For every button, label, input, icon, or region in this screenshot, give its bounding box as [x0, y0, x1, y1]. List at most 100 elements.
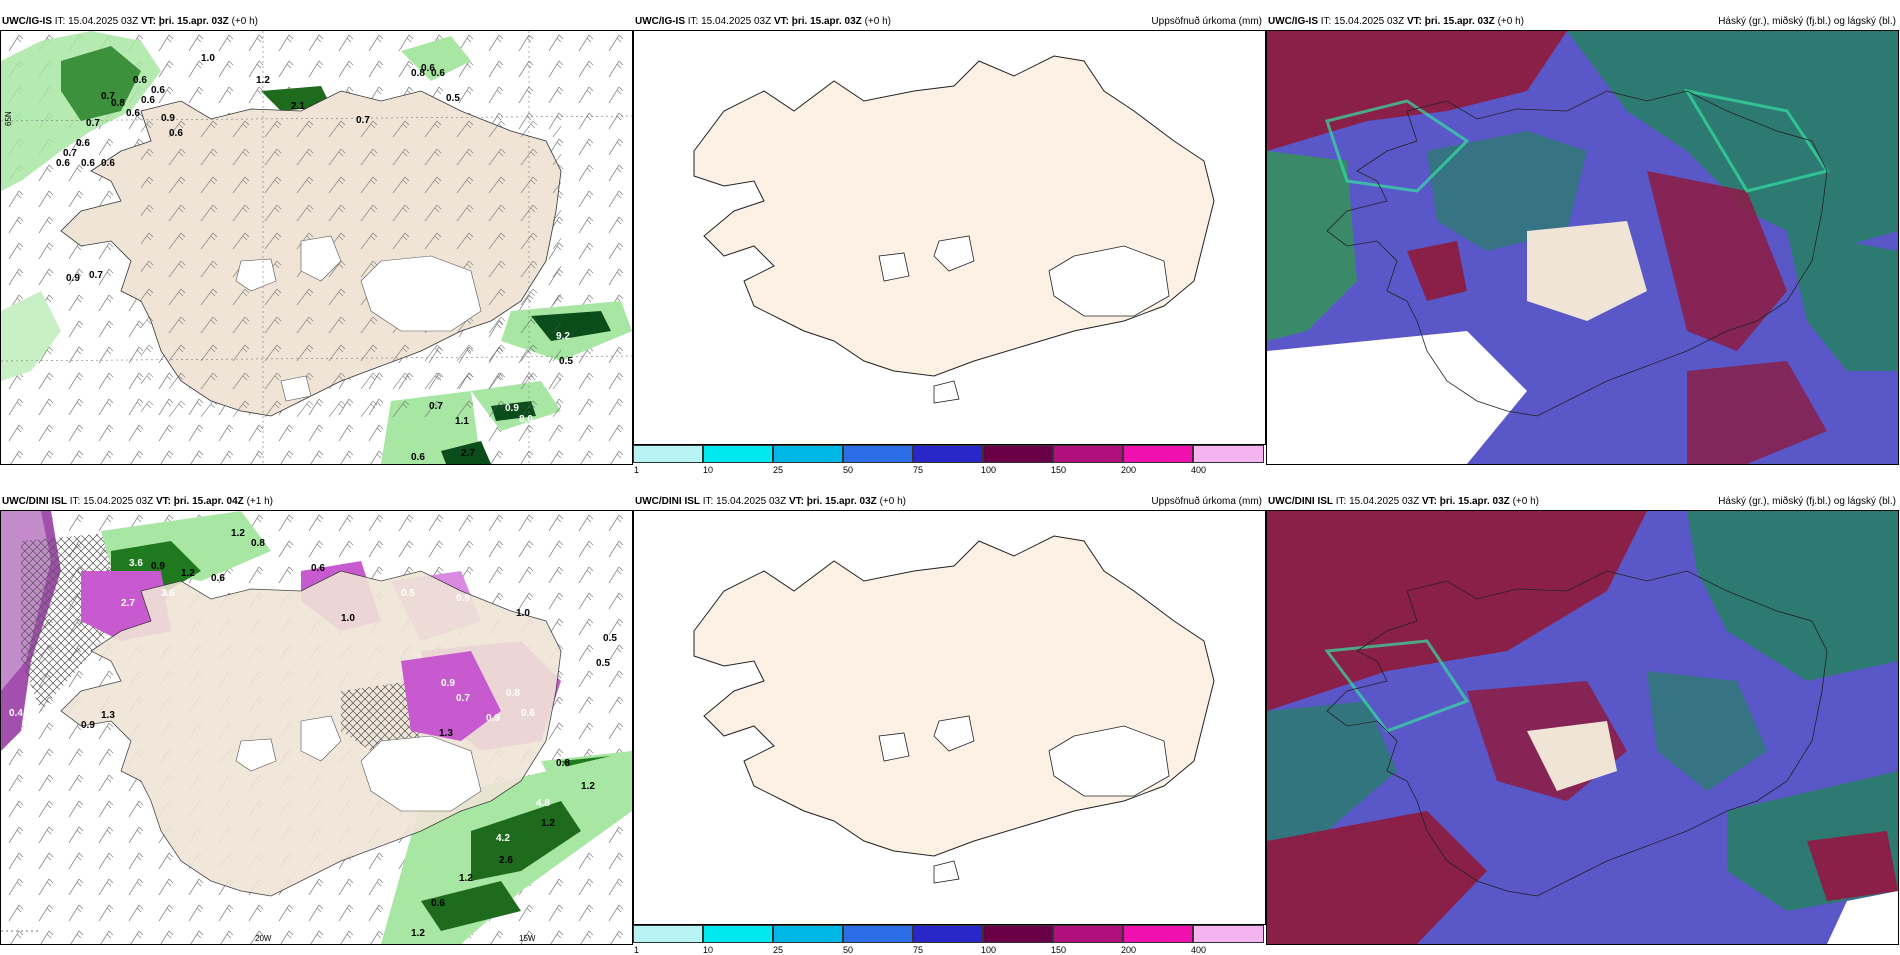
legend-tick: 200: [1121, 465, 1137, 475]
precip-label: 0.7: [356, 115, 370, 126]
legend-tick: 1: [634, 945, 640, 955]
legend-swatch: [843, 445, 913, 463]
precip-label: 1.2: [581, 781, 595, 792]
model-name: UWC/IG-IS: [1268, 16, 1318, 27]
cloud-cover-map: [1267, 511, 1898, 944]
valid-time: VT: þri. 15.apr. 03Z: [1421, 496, 1510, 507]
precip-label: 0.8: [411, 68, 425, 79]
legend-swatch: [843, 925, 913, 943]
forecast-offset: (+1 h): [246, 496, 273, 507]
init-time: IT: 15.04.2025 03Z: [702, 496, 787, 507]
panel-field-title: Uppsöfnuð úrkoma (mm): [1151, 496, 1262, 507]
panel-field-title: Háský (gr.), miðský (fj.bl.) og lágský (…: [1718, 16, 1896, 27]
map-frame[interactable]: [633, 510, 1266, 925]
init-time: IT: 15.04.2025 03Z: [69, 496, 154, 507]
forecast-offset: (+0 h): [864, 16, 891, 27]
legend-tick: 100: [981, 945, 997, 955]
legend-swatch: [1123, 445, 1193, 463]
precip-label: 0.9: [441, 678, 455, 689]
precip-label: 0.5: [401, 588, 415, 599]
forecast-offset: (+0 h): [231, 16, 258, 27]
precip-label: 0.6: [211, 573, 225, 584]
precip-label: 0.7: [89, 270, 103, 281]
precip-label: 2.6: [499, 855, 513, 866]
legend-swatch: [983, 445, 1053, 463]
forecast-offset: (+0 h): [879, 496, 906, 507]
precip-label: 0.6: [311, 563, 325, 574]
legend-swatch: [1053, 445, 1123, 463]
precip-label: 0.7: [63, 148, 77, 159]
precip-label: 0.6: [141, 95, 155, 106]
precip-label: 2.7: [461, 448, 475, 459]
legend-swatch: [633, 445, 703, 463]
precip-label: 0.7: [456, 693, 470, 704]
precip-label: 0.8: [556, 758, 570, 769]
precip-legend: 1 10 25 50 75 100 150 200 400: [633, 445, 1264, 475]
precip-label: 0.7: [101, 91, 115, 102]
precip-label: 0.9: [486, 713, 500, 724]
map-frame[interactable]: [633, 30, 1266, 445]
model-name: UWC/DINI ISL: [1268, 496, 1333, 507]
map-frame[interactable]: 0.3 1.2 0.8 3.6 0.9 2.7 3.6 1.2 0.6 1.0 …: [0, 510, 633, 945]
precip-label: 0.8: [251, 538, 265, 549]
precip-label: 0.5: [596, 658, 610, 669]
valid-time: VT: þri. 15.apr. 03Z: [773, 16, 862, 27]
legend-swatch: [1053, 925, 1123, 943]
legend-swatch: [913, 445, 983, 463]
precip-label: 1.0: [201, 53, 215, 64]
map-frame[interactable]: [1266, 510, 1899, 945]
precip-label: 0.6: [76, 138, 90, 149]
precip-label: 1.3: [439, 728, 453, 739]
map-frame[interactable]: 20W 65N 1.0 1.2 0.8 0.6 0.6 0.6 0.6 0.5 …: [0, 30, 633, 465]
valid-time: VT: þri. 15.apr. 03Z: [140, 16, 229, 27]
precip-label: 0.6: [81, 158, 95, 169]
panel-header: UWC/IG-IS IT: 15.04.2025 03Z VT: þri. 15…: [635, 16, 891, 27]
panel-field-title: Uppsöfnuð úrkoma (mm): [1151, 16, 1262, 27]
precip-label: 0.6: [169, 128, 183, 139]
precip-label: 0.6: [133, 75, 147, 86]
precip-label: 1.2: [541, 818, 555, 829]
panel-dini-wind-precip: UWC/DINI ISL IT: 15.04.2025 03Z VT: þri.…: [0, 490, 633, 945]
precip-label: 0.6: [56, 158, 70, 169]
legend-tick: 1: [634, 465, 640, 475]
precip-label: 1.0: [516, 608, 530, 619]
panel-ig-is-clouds: UWC/IG-IS IT: 15.04.2025 03Z VT: þri. 15…: [1266, 10, 1900, 465]
valid-time: VT: þri. 15.apr. 03Z: [788, 496, 877, 507]
precip-label: 1.2: [411, 928, 425, 939]
map-frame[interactable]: [1266, 30, 1899, 465]
legend-tick: 100: [981, 465, 997, 475]
precip-label: 0.9: [456, 593, 470, 604]
precip-label: 1.2: [181, 568, 195, 579]
precip-label: 0.6: [431, 68, 445, 79]
precip-label: 4.8: [536, 798, 550, 809]
lon-label-20w: 20W: [255, 934, 272, 943]
legend-tick: 25: [773, 945, 784, 955]
legend-tick: 25: [773, 465, 784, 475]
panel-field-title: Háský (gr.), miðský (fj.bl.) og lágský (…: [1718, 496, 1896, 507]
cloud-cover-map: [1267, 31, 1898, 464]
legend-swatch: [1123, 925, 1193, 943]
valid-time: VT: þri. 15.apr. 03Z: [1406, 16, 1495, 27]
precip-label: 0.6: [421, 63, 435, 74]
precip-label: 1.3: [101, 710, 115, 721]
precip-label: 0.3: [56, 523, 70, 534]
lat-label-65n: 65N: [4, 111, 13, 126]
precip-label: 0.6: [126, 108, 140, 119]
precip-label: 0.5: [559, 356, 573, 367]
precip-label: 1.2: [459, 873, 473, 884]
precip-label: 0.7: [86, 118, 100, 129]
precip-label: 9.2: [556, 331, 570, 342]
legend-swatch: [633, 925, 703, 943]
precip-label: 0.6: [521, 708, 535, 719]
legend-tick: 50: [843, 465, 854, 475]
model-name: UWC/DINI ISL: [635, 496, 700, 507]
panel-header: UWC/DINI ISL IT: 15.04.2025 03Z VT: þri.…: [1268, 496, 1539, 507]
init-time: IT: 15.04.2025 03Z: [687, 16, 772, 27]
precip-label: 1.1: [455, 416, 469, 427]
precip-label: 3.6: [161, 588, 175, 599]
iceland-map: [634, 31, 1265, 444]
precip-label: 0.9: [66, 273, 80, 284]
valid-time: VT: þri. 15.apr. 04Z: [155, 496, 244, 507]
wind-precip-map: 0.3 1.2 0.8 3.6 0.9 2.7 3.6 1.2 0.6 1.0 …: [1, 511, 632, 944]
panel-dini-accum-precip: UWC/DINI ISL IT: 15.04.2025 03Z VT: þri.…: [633, 490, 1266, 955]
